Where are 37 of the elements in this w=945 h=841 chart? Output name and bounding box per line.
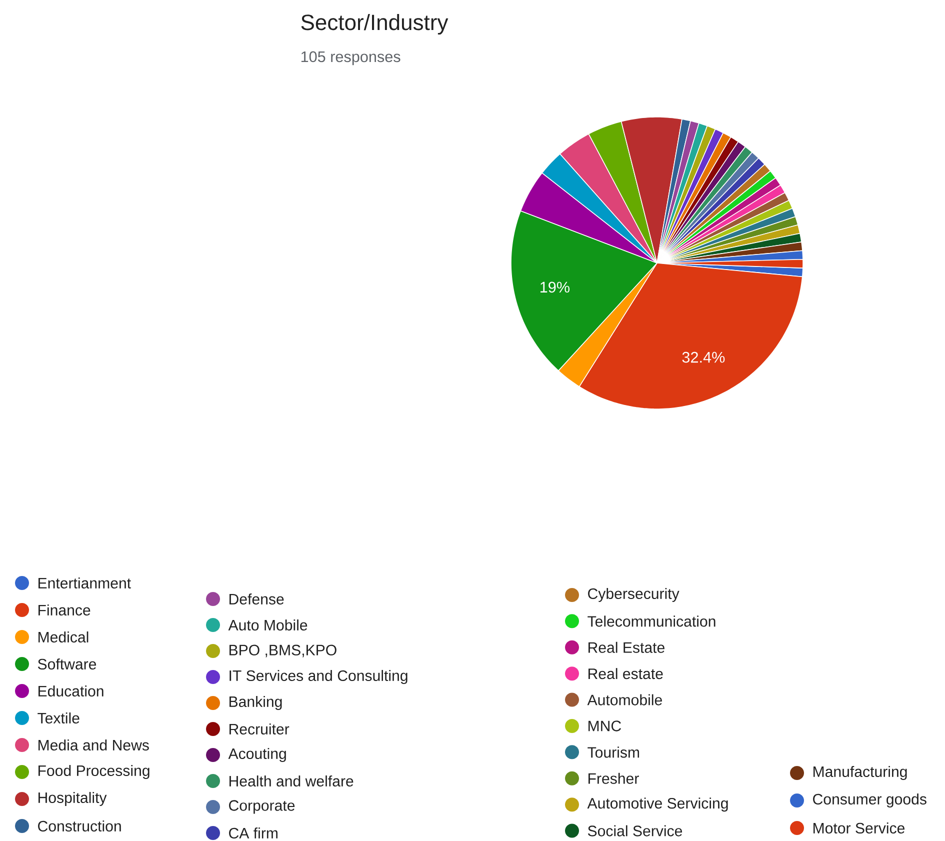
legend-label: Textile [38,712,80,724]
legend-label: Acouting [228,748,286,762]
legend-label: Banking [230,696,282,710]
legend-label: Medical [38,631,88,643]
legend-label: Defense [230,593,284,605]
legend-label: Hospitality [38,792,107,806]
legend-label: CA firm [229,827,278,839]
legend-label: Consumer goods [813,793,926,808]
legend-label: Social Service [588,825,682,836]
legend-label: Real Estate [588,642,664,653]
legend-label: Fresher [588,772,639,784]
legend-label: Auto Mobile [228,619,308,631]
legend-label: IT Services and Consulting [230,670,408,684]
legend-label: Telecommunication [588,616,716,627]
legend-label: Entertianment [38,577,131,589]
legend-label: Tourism [588,746,640,758]
legend-label: Manufacturing [814,766,907,780]
legend-label: Automobile [587,694,662,706]
legend-label: Food Processing [38,764,150,779]
legend-label: MNC [588,720,622,732]
legend-label: Motor Service [814,822,905,834]
data-label: 32.4% [682,352,725,363]
legend-label: Automotive Servicing [587,798,728,812]
legend-label: Education [38,685,104,697]
chart-subtitle: 105 responses [301,51,400,66]
legend-label: Media and News [38,739,149,751]
data-label: 19% [540,282,570,293]
legend-label: Software [38,658,96,670]
legend-label: Finance [38,604,90,616]
legend-label: BPO ,BMS,KPO [230,644,336,658]
legend-label: Construction [38,820,121,832]
legend-label: Health and welfare [230,775,354,787]
legend-label: Recruiter [230,723,290,735]
chart-title: Sector/Industry [301,14,448,35]
legend-label: Real estate [588,668,663,680]
legend-label: Cybersecurity [588,588,680,602]
legend-label: Corporate [229,800,295,814]
